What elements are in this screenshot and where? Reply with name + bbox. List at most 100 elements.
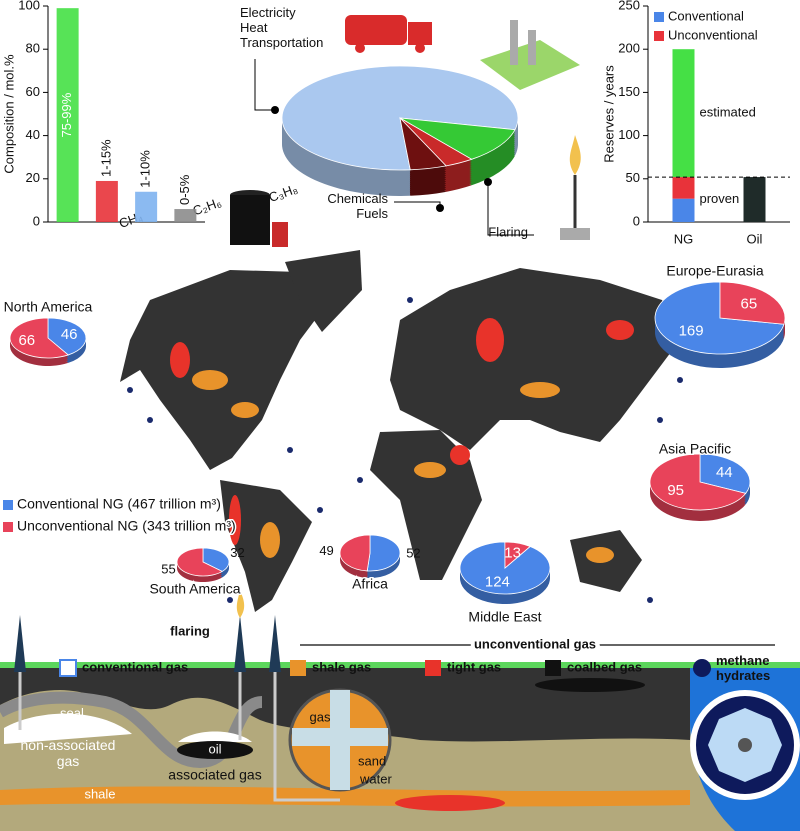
truck-icon — [415, 43, 425, 53]
text-line: Chemicals — [327, 191, 388, 206]
range-label: 1-15% — [98, 139, 113, 177]
y-tick-label: 0 — [633, 213, 640, 228]
diagram-label: gas — [310, 709, 331, 724]
region-title: Europe-Eurasia — [666, 263, 763, 279]
oil-pocket — [177, 741, 253, 759]
y-axis-label: Reserves / years — [601, 65, 616, 163]
annotation: proven — [700, 191, 740, 206]
diagram-label: shale gas — [312, 659, 371, 674]
y-tick-label: 80 — [26, 41, 40, 56]
value-label: 66 — [18, 332, 35, 349]
text-line: Electricity — [240, 5, 296, 20]
y-tick-label: 40 — [26, 127, 40, 142]
plant-icon — [510, 20, 518, 65]
legend-label: Conventional NG (467 trillion m³) — [17, 496, 221, 512]
range-label: 0-5% — [177, 174, 192, 205]
shale-layer — [0, 786, 690, 807]
text-line: methane — [716, 653, 769, 668]
value-label: 124 — [485, 573, 510, 590]
deposit — [231, 402, 259, 418]
pie-slice — [281, 65, 519, 171]
legend-swatch — [3, 500, 13, 510]
continent — [370, 430, 482, 580]
pump-icon — [272, 222, 288, 247]
text-line: gas — [57, 753, 80, 769]
x-tick-label: C₃H₈ — [267, 181, 300, 205]
diagram-label: seal — [60, 705, 84, 720]
site — [657, 417, 663, 423]
legend-swatch — [425, 660, 441, 676]
bar-segment — [672, 177, 695, 199]
well — [273, 645, 340, 802]
fracture — [292, 728, 388, 746]
text-line: Transportation — [240, 35, 323, 50]
gas-pocket — [178, 731, 252, 742]
pie-slice — [649, 453, 747, 511]
y-tick-label: 50 — [626, 170, 640, 185]
diagram-label: coalbed gas — [567, 659, 642, 674]
deposit — [606, 320, 634, 340]
gas-pocket — [4, 713, 132, 744]
y-tick-label: 60 — [26, 84, 40, 99]
value-label: 95 — [667, 482, 684, 499]
range-label: 75-99% — [59, 92, 74, 137]
flare-icon — [569, 135, 581, 175]
value-label: 52 — [406, 546, 420, 561]
y-tick-label: 200 — [618, 41, 640, 56]
coalbed-layer — [535, 678, 645, 692]
text-line: Heat — [240, 20, 268, 35]
derricks — [14, 615, 281, 672]
site — [287, 447, 293, 453]
bar — [56, 8, 79, 222]
diagram-label: shale — [84, 786, 115, 801]
pie-slice — [9, 317, 70, 359]
annotation: estimated — [700, 105, 756, 120]
icons — [230, 15, 590, 247]
value-label: 65 — [741, 296, 758, 313]
site — [677, 377, 683, 383]
legend-swatch — [654, 12, 664, 22]
pie-slice — [399, 116, 447, 171]
site — [357, 477, 363, 483]
range-label: 1-10% — [138, 150, 153, 188]
y-tick-label: 250 — [618, 0, 640, 12]
site — [317, 507, 323, 513]
cross-section — [0, 590, 800, 831]
pie-slice — [202, 547, 230, 572]
pie-slice — [654, 281, 785, 355]
diagram-label: associated gas — [168, 767, 261, 783]
site — [407, 297, 413, 303]
slice-label: Electricity Heat Transportation — [240, 5, 323, 50]
truck-icon — [345, 15, 407, 45]
value-label: 49 — [319, 543, 333, 558]
legend-swatch — [693, 659, 711, 677]
hydrate-sites — [127, 297, 683, 603]
deposit — [192, 370, 228, 390]
legend-swatch — [3, 522, 13, 532]
diagram-label: non-associated gas — [21, 737, 116, 769]
diagram-label: conventional gas — [82, 659, 188, 674]
diagram-label: water — [359, 771, 392, 786]
methane-molecule — [738, 738, 752, 752]
plant-icon — [528, 30, 536, 65]
slice-label: Flaring — [488, 224, 528, 239]
continent — [120, 270, 330, 470]
continent — [390, 268, 680, 450]
bar-segment — [672, 49, 695, 178]
bar — [135, 191, 158, 222]
pie-slice — [339, 534, 371, 572]
deposit — [586, 547, 614, 563]
text-line: Fuels — [356, 206, 388, 221]
leader-line — [394, 201, 441, 208]
text-line: non-associated — [21, 737, 116, 753]
x-tick-label: Oil — [747, 231, 763, 246]
diagram-label: tight gas — [447, 659, 501, 674]
region-title: Middle East — [468, 609, 541, 625]
y-tick-label: 100 — [18, 0, 40, 12]
barrel-icon — [230, 195, 270, 245]
bar — [174, 209, 197, 222]
seal-layer — [0, 691, 263, 769]
site — [227, 597, 233, 603]
leader-line — [254, 59, 275, 111]
